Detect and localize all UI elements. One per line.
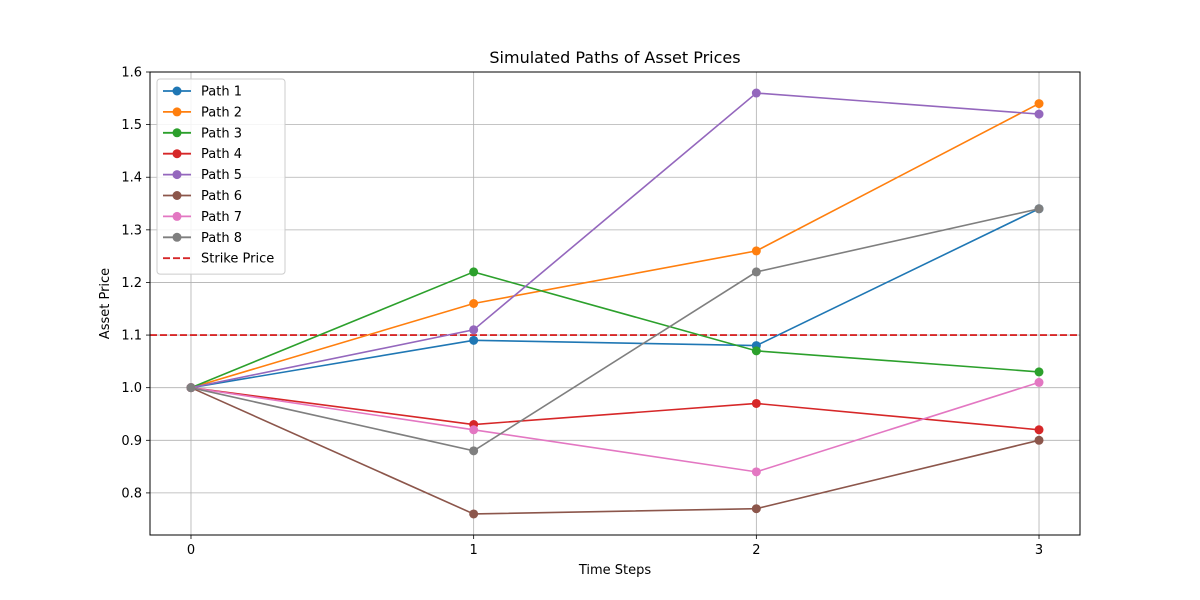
data-point — [469, 299, 479, 308]
series-path-8 — [186, 204, 1044, 456]
x-tick-label: 2 — [752, 543, 760, 558]
series-group — [186, 88, 1044, 519]
legend-label: Path 2 — [201, 105, 242, 120]
y-tick-label: 1.1 — [121, 329, 142, 344]
data-point — [469, 425, 479, 435]
legend-item: Path 5 — [163, 168, 242, 183]
legend-marker — [172, 232, 182, 242]
legend-marker — [172, 149, 182, 159]
data-point — [751, 88, 761, 98]
legend-item: Path 3 — [163, 126, 242, 141]
data-point — [751, 398, 761, 408]
legend-label: Path 4 — [201, 147, 242, 162]
legend-label: Path 7 — [201, 210, 242, 225]
y-tick-label: 1.2 — [121, 276, 142, 291]
data-point — [469, 267, 479, 277]
chart-title: Simulated Paths of Asset Prices — [489, 48, 740, 67]
series-line — [190, 271, 1040, 389]
legend-marker — [172, 211, 182, 221]
data-point — [1034, 377, 1044, 387]
series-line — [190, 381, 1040, 473]
data-point — [1034, 367, 1044, 377]
legend-label: Path 1 — [201, 85, 242, 100]
data-point — [751, 504, 761, 514]
data-point — [751, 346, 761, 356]
series-line — [190, 208, 1040, 452]
legend-label: Path 3 — [201, 126, 242, 141]
legend-marker — [172, 107, 182, 117]
legend-label: Path 5 — [201, 168, 242, 183]
legend-marker — [172, 86, 182, 96]
data-point — [469, 325, 479, 335]
data-point — [751, 267, 761, 277]
legend-marker — [172, 128, 182, 138]
x-tick-label: 0 — [187, 543, 195, 558]
y-tick-label: 1.3 — [121, 223, 142, 238]
data-point — [186, 383, 196, 393]
data-point — [469, 509, 479, 519]
y-tick-label: 0.9 — [121, 434, 142, 449]
x-axis-label: Time Steps — [578, 563, 652, 578]
legend-box — [156, 78, 286, 275]
series-line — [190, 386, 1040, 515]
y-tick-label: 0.8 — [121, 486, 142, 501]
y-tick-label: 1.0 — [121, 381, 142, 396]
data-point — [1034, 99, 1044, 109]
data-point — [1034, 204, 1044, 214]
y-tick-label: 1.5 — [121, 118, 142, 133]
legend-marker — [172, 191, 182, 200]
axis-ticks: 0 1 2 3 0.8 0.9 1.0 1.1 1.2 1.3 1.4 1.5 1.6 — [121, 66, 1043, 559]
legend-item: Path 6 — [163, 189, 242, 204]
series-line — [190, 386, 1040, 431]
plot-frame — [149, 71, 1081, 536]
legend-item: Path 2 — [163, 105, 242, 120]
legend-item: Strike Price — [163, 252, 274, 267]
data-point — [1034, 425, 1044, 435]
series-line — [190, 208, 1040, 389]
series-line — [190, 102, 1040, 389]
y-tick-label: 1.6 — [121, 66, 142, 81]
x-tick-label: 3 — [1035, 543, 1043, 558]
legend-item: Path 4 — [163, 147, 242, 162]
y-axis-label: Asset Price — [98, 268, 113, 339]
data-point — [751, 246, 761, 256]
x-tick-label: 1 — [470, 543, 478, 558]
data-point — [469, 335, 479, 345]
legend-label: Path 6 — [201, 189, 242, 204]
data-point — [751, 467, 761, 477]
legend-item: Path 8 — [163, 231, 242, 246]
legend-item: Path 7 — [163, 210, 242, 225]
data-point — [1034, 435, 1044, 445]
series-line — [190, 92, 1040, 389]
legend-marker — [172, 170, 182, 180]
legend-label: Path 8 — [201, 231, 242, 246]
y-tick-label: 1.4 — [121, 171, 142, 186]
legend-label: Strike Price — [201, 252, 274, 267]
data-point — [469, 446, 479, 456]
legend: Path 1 Path 2 Path 3 Path 4 Path 5 Path 6 Path… — [156, 78, 286, 275]
legend-item: Path 1 — [163, 85, 242, 100]
data-point — [1034, 109, 1044, 119]
